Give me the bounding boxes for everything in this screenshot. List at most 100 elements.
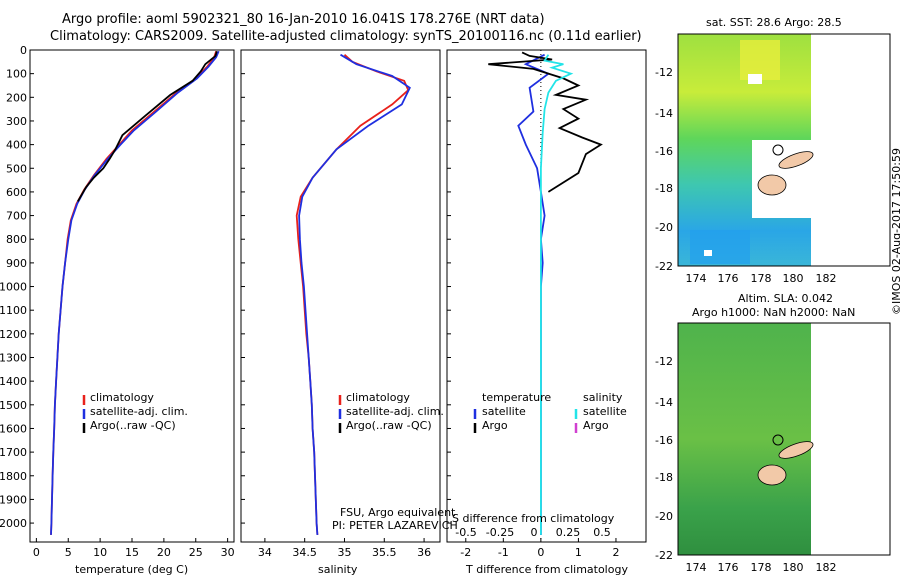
sla-map-title2: Argo h1000: NaN h2000: NaN [692,306,856,319]
sla-lat-tick-label: -12 [655,355,673,368]
viti-levu-island [757,174,787,196]
vanua-levu-island [778,441,814,459]
temperature-x-tick-label: 5 [65,546,72,559]
temperature-x-tick-label: 25 [189,546,203,559]
legend-s-argo: Argo [583,419,609,432]
legend-t-satellite: satellite [482,405,526,418]
sla-field [678,323,811,555]
salinity-xlabel: salinity [318,563,358,576]
sst-lon-tick-label: 174 [686,272,707,285]
depth-tick-label: 500 [6,162,27,175]
salinity-panel-frame [240,49,441,543]
t-diff-xlabel: T difference from climatology [466,563,628,576]
sst-lat-tick-label: -22 [655,260,673,273]
sst-warm-patch [740,40,780,80]
sst-map-title: sat. SST: 28.6 Argo: 28.5 [706,16,842,29]
difference-panel-frame [446,49,647,543]
legend-s-satellite: satellite [583,405,627,418]
temperature-panel-frame [29,49,235,543]
sla-lat-tick-label: -18 [655,471,673,484]
depth-tick-label: 800 [6,233,27,246]
legend-t-argo: Argo [482,419,508,432]
depth-tick-label: 1200 [0,328,27,341]
depth-tick-label: 2000 [0,517,27,530]
sst-gap-small [748,74,762,84]
sst-lat-tick-label: -20 [655,221,673,234]
temperature-x-tick-label: 0 [33,546,40,559]
sst-map-frame [677,33,891,267]
s-diff-tick-label: -0.25 [486,526,514,539]
sst-lon-tick-label: 180 [783,272,804,285]
t-diff-x-tick-label: -1 [498,546,509,559]
temperature-series-argoraw [77,50,218,202]
sla-map-frame [677,322,891,556]
legend-argo: Argo(..raw -QC) [346,419,432,432]
s-diff-tick-label: 0.25 [556,526,581,539]
sla-lon-tick-label: 176 [718,561,739,574]
depth-tick-label: 200 [6,91,27,104]
temperature-x-tick-label: 20 [157,546,171,559]
argo-float-marker [772,434,784,446]
t-diff-x-tick-label: 1 [575,546,582,559]
legend-satellite: satellite-adj. clim. [90,405,188,418]
sla-lon-tick-label: 174 [686,561,707,574]
legend-argo: Argo(..raw -QC) [90,419,176,432]
temperature-x-tick-label: 15 [125,546,139,559]
plot-title-line1: Argo profile: aoml 5902321_80 16-Jan-201… [62,12,545,27]
legend-satellite: satellite-adj. clim. [346,405,444,418]
s-diff-tick-label: 0.5 [593,526,611,539]
sst-map [677,33,891,267]
depth-tick-label: 1400 [0,375,27,388]
temperature-x-tick-label: 10 [93,546,107,559]
sla-lon-tick-label: 182 [816,561,837,574]
depth-tick-label: 1100 [0,304,27,317]
sla-lat-tick-label: -14 [655,396,673,409]
salinity-series-satelliteadj [298,53,411,535]
depth-tick-label: 700 [6,210,27,223]
depth-tick-label: 1500 [0,399,27,412]
depth-tick-label: 900 [6,257,27,270]
depth-tick-label: 1300 [0,352,27,365]
salinity-x-tick-label: 34.5 [292,546,317,559]
sla-lat-tick-label: -20 [655,510,673,523]
temperature-x-tick-label: 30 [221,546,235,559]
temperature-series-satelliteadj [50,50,220,535]
diff-series-t-argo [488,51,603,193]
depth-tick-label: 1600 [0,422,27,435]
legend-climatology: climatology [90,391,154,404]
depth-tick-label: 600 [6,186,27,199]
sst-lat-tick-label: -16 [655,145,673,158]
temperature-xlabel: temperature (deg C) [75,563,189,576]
sst-cold-patch [690,230,750,264]
depth-tick-label: 400 [6,139,27,152]
diff-series-s-satellite [540,54,574,535]
s-diff-tick-label: 0 [531,526,538,539]
sst-lat-tick-label: -12 [655,66,673,79]
t-diff-x-tick-label: -2 [460,546,471,559]
sst-lon-tick-label: 178 [751,272,772,285]
sla-lat-tick-label: -22 [655,549,673,562]
depth-tick-label: 1000 [0,281,27,294]
t-diff-x-tick-label: 0 [537,546,544,559]
viti-levu-island [757,464,787,486]
credit-line2: PI: PETER LAZAREVICH [332,519,458,532]
salinity-x-tick-label: 34 [258,546,272,559]
argo-float-marker [772,144,784,156]
sla-lon-tick-label: 180 [783,561,804,574]
s-diff-xlabel: S difference from climatology [452,512,615,525]
sst-lon-tick-label: 176 [718,272,739,285]
plot-title-line2: Climatology: CARS2009. Satellite-adjuste… [50,29,642,44]
sla-map-title1: Altim. SLA: 0.042 [738,292,834,305]
imos-timestamp: ©IMOS 02-Aug-2017 17:50:59 [890,148,900,315]
legend-temperature-title: temperature [482,391,552,404]
depth-tick-label: 0 [20,44,27,57]
credit-line1: FSU, Argo equivalent [340,506,456,519]
salinity-x-tick-label: 36 [417,546,431,559]
sst-lat-tick-label: -14 [655,107,673,120]
salinity-x-tick-label: 35.5 [372,546,397,559]
depth-tick-label: 100 [6,68,27,81]
sst-gap-small [704,250,712,256]
t-diff-x-tick-label: 2 [612,546,619,559]
vanua-levu-island [778,151,814,169]
